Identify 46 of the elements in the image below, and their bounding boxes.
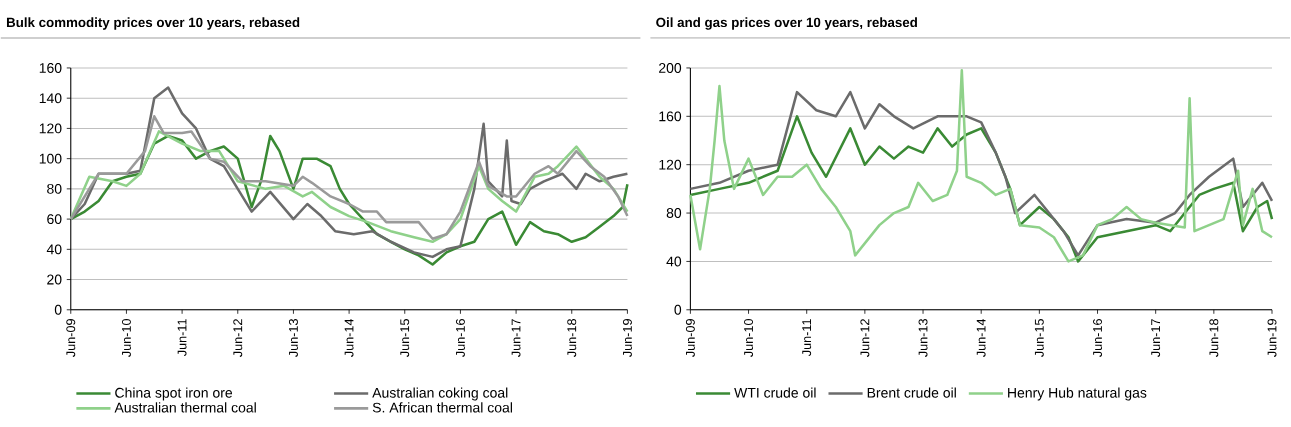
y-tick-label: 0 — [54, 304, 62, 315]
legend-label: S. African thermal coal — [372, 402, 512, 413]
x-tick-label: Jun-12 — [860, 319, 870, 358]
x-tick-label: Jun-12 — [233, 319, 243, 358]
x-tick-label: Jun-16 — [1093, 319, 1102, 358]
legend-label: WTI crude oil — [734, 387, 816, 398]
x-tick-label: Jun-14 — [344, 319, 354, 358]
x-tick-label: Jun-15 — [1034, 319, 1044, 358]
x-tick-label: Jun-17 — [511, 319, 521, 358]
x-tick-label: Jun-13 — [288, 319, 298, 358]
y-tick-label: 160 — [659, 111, 682, 122]
y-tick-label: 80 — [47, 184, 62, 194]
legend-label: Brent crude oil — [867, 387, 956, 398]
x-tick-label: Jun-16 — [455, 319, 465, 358]
x-tick-label: Jun-19 — [1267, 319, 1277, 358]
x-tick-label: Jun-17 — [1151, 319, 1161, 358]
x-tick-label: Jun-09 — [685, 319, 695, 358]
legend-label: Australian coking coal — [372, 387, 508, 401]
x-tick-label: Jun-18 — [567, 319, 577, 358]
x-tick-label: Jun-15 — [400, 319, 410, 358]
x-tick-label: Jun-11 — [802, 319, 812, 357]
chart-title: Bulk commodity prices over 10 years, rebased — [6, 17, 300, 30]
x-tick-label: Jun-13 — [918, 319, 928, 358]
y-tick-label: 100 — [39, 153, 62, 164]
y-tick-label: 40 — [666, 256, 682, 267]
x-tick-label: Jun-10 — [121, 319, 131, 358]
x-tick-label: Jun-19 — [622, 319, 632, 358]
y-tick-label: 60 — [47, 214, 62, 225]
x-tick-label: Jun-11 — [177, 319, 187, 357]
x-tick-label: Jun-09 — [66, 319, 76, 358]
legend-label: China spot iron ore — [115, 387, 233, 401]
y-tick-label: 200 — [659, 63, 682, 74]
y-tick-label: 40 — [46, 244, 62, 255]
y-tick-label: 80 — [666, 208, 682, 219]
y-tick-label: 20 — [47, 274, 62, 285]
y-tick-label: 160 — [39, 63, 62, 74]
y-tick-label: 0 — [674, 304, 682, 315]
x-tick-label: Jun-18 — [1209, 319, 1219, 358]
chart-title: Oil and gas prices over 10 years, rebased — [656, 17, 917, 30]
y-tick-label: 120 — [659, 159, 682, 170]
legend-label: Henry Hub natural gas — [1008, 387, 1147, 401]
legend-label: Australian thermal coal — [114, 402, 256, 413]
y-tick-label: 120 — [39, 123, 62, 134]
x-tick-label: Jun-14 — [976, 319, 986, 358]
y-tick-label: 140 — [39, 93, 62, 104]
x-tick-label: Jun-10 — [744, 319, 754, 358]
